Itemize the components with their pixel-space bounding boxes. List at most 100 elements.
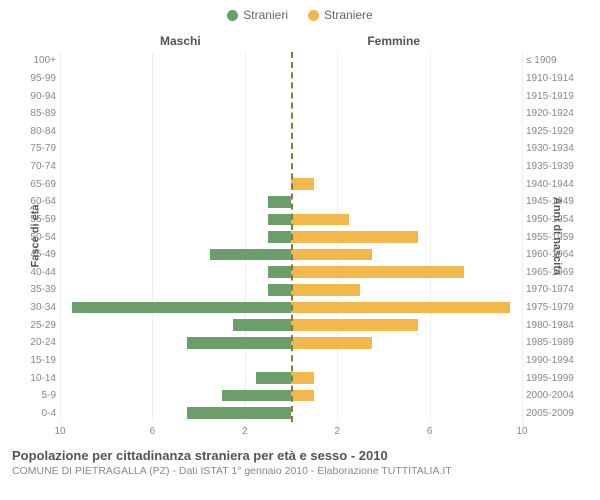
birth-year-label: 1925-1929 (526, 126, 588, 137)
male-half (60, 123, 291, 141)
birth-year-label: 1955-1959 (526, 232, 588, 243)
birth-year-label: 1980-1984 (526, 320, 588, 331)
male-half (60, 369, 291, 387)
age-label: 30-34 (14, 302, 56, 313)
bar-male (268, 214, 291, 226)
bar-male (210, 249, 291, 261)
male-half (60, 299, 291, 317)
age-label: 25-29 (14, 320, 56, 331)
male-half (60, 264, 291, 282)
male-half (60, 352, 291, 370)
bar-female (291, 302, 510, 314)
age-label: 35-39 (14, 284, 56, 295)
female-half (291, 70, 522, 88)
birth-year-label: 1995-1999 (526, 373, 588, 384)
female-half (291, 228, 522, 246)
legend-item-male: Stranieri (227, 8, 288, 22)
birth-year-label: 1985-1989 (526, 337, 588, 348)
birth-year-label: 1940-1944 (526, 179, 588, 190)
female-half (291, 105, 522, 123)
swatch-male (227, 10, 238, 21)
x-tick: 6 (427, 426, 433, 437)
bar-male (72, 302, 291, 314)
age-label: 90-94 (14, 91, 56, 102)
x-tick: 2 (242, 426, 248, 437)
swatch-female (308, 10, 319, 21)
female-half (291, 175, 522, 193)
female-half (291, 123, 522, 141)
x-tick: 10 (516, 426, 527, 437)
female-half (291, 264, 522, 282)
age-label: 20-24 (14, 337, 56, 348)
female-half (291, 281, 522, 299)
female-half (291, 52, 522, 70)
legend-item-female: Straniere (308, 8, 373, 22)
female-half (291, 387, 522, 405)
birth-year-label: 1915-1919 (526, 91, 588, 102)
female-half (291, 140, 522, 158)
bar-male (187, 407, 291, 419)
female-half (291, 158, 522, 176)
header-female: Femmine (367, 34, 420, 48)
male-half (60, 387, 291, 405)
age-label: 40-44 (14, 267, 56, 278)
female-half (291, 299, 522, 317)
birth-year-label: ≤ 1909 (526, 55, 588, 66)
male-half (60, 316, 291, 334)
x-axis-ticks: 10622610 (60, 426, 522, 440)
birth-year-label: 1930-1934 (526, 143, 588, 154)
birth-year-label: 2000-2004 (526, 390, 588, 401)
bar-male (268, 231, 291, 243)
male-half (60, 158, 291, 176)
age-label: 5-9 (14, 390, 56, 401)
center-line (291, 52, 293, 422)
male-half (60, 211, 291, 229)
male-half (60, 405, 291, 423)
bar-male (268, 284, 291, 296)
male-half (60, 228, 291, 246)
male-half (60, 281, 291, 299)
birth-year-label: 1910-1914 (526, 73, 588, 84)
bar-female (291, 178, 314, 190)
header-male: Maschi (160, 34, 201, 48)
grid-line (522, 52, 523, 422)
birth-year-label: 1945-1949 (526, 196, 588, 207)
birth-year-label: 1950-1954 (526, 214, 588, 225)
bar-male (256, 372, 291, 384)
bar-female (291, 231, 418, 243)
birth-year-label: 1990-1994 (526, 355, 588, 366)
x-tick: 2 (334, 426, 340, 437)
age-label: 80-84 (14, 126, 56, 137)
caption-title: Popolazione per cittadinanza straniera p… (12, 448, 588, 463)
age-label: 55-59 (14, 214, 56, 225)
birth-year-label: 1970-1974 (526, 284, 588, 295)
female-half (291, 316, 522, 334)
bar-male (233, 319, 291, 331)
birth-year-label: 2005-2009 (526, 408, 588, 419)
bar-male (268, 196, 291, 208)
legend: Stranieri Straniere (0, 0, 600, 26)
caption-subtitle: COMUNE DI PIETRAGALLA (PZ) - Dati ISTAT … (12, 465, 588, 477)
female-half (291, 193, 522, 211)
legend-label-male: Stranieri (243, 8, 288, 22)
female-half (291, 246, 522, 264)
birth-year-label: 1965-1969 (526, 267, 588, 278)
age-label: 100+ (14, 55, 56, 66)
female-half (291, 334, 522, 352)
age-label: 65-69 (14, 179, 56, 190)
bar-male (187, 337, 291, 349)
age-label: 0-4 (14, 408, 56, 419)
birth-year-label: 1975-1979 (526, 302, 588, 313)
bar-female (291, 319, 418, 331)
female-half (291, 211, 522, 229)
bar-female (291, 214, 349, 226)
x-tick: 10 (54, 426, 65, 437)
age-label: 85-89 (14, 108, 56, 119)
male-half (60, 334, 291, 352)
chart: Maschi Femmine Fasce di età Anni di nasc… (0, 26, 600, 446)
age-label: 50-54 (14, 232, 56, 243)
male-half (60, 70, 291, 88)
female-half (291, 87, 522, 105)
male-half (60, 87, 291, 105)
female-half (291, 352, 522, 370)
